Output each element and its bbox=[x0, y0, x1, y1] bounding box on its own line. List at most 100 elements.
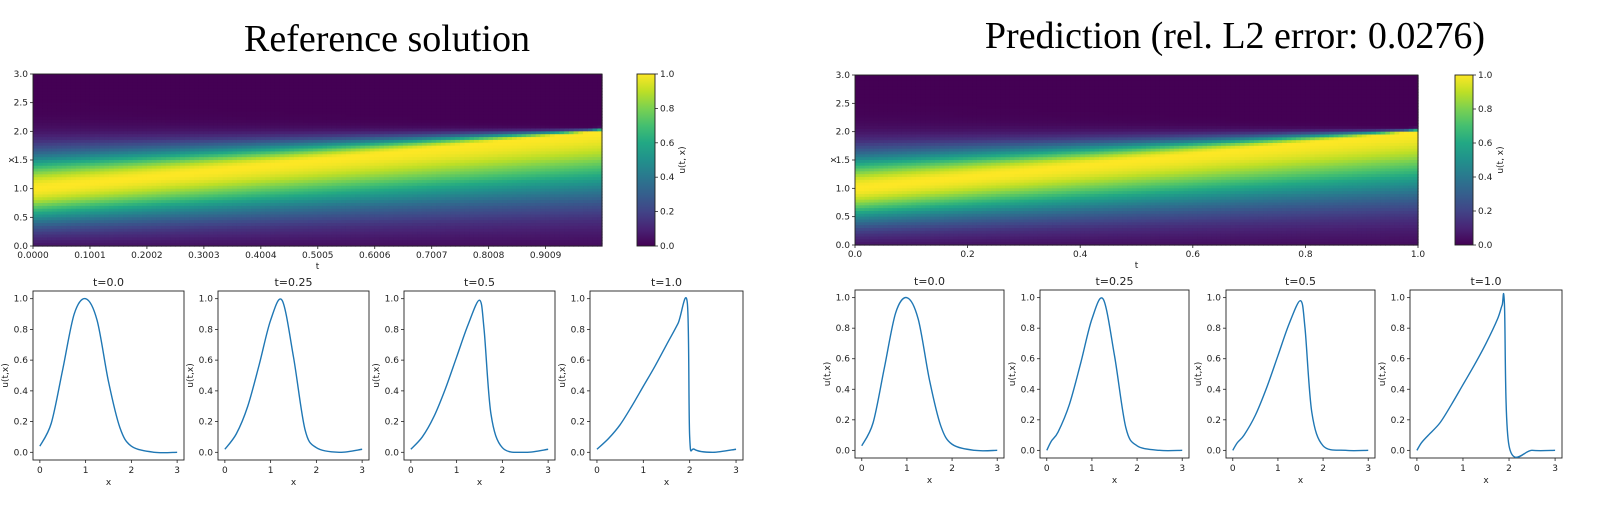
heatmap-cell bbox=[398, 228, 404, 233]
heatmap-cell bbox=[393, 148, 399, 152]
heatmap-cell bbox=[127, 91, 134, 95]
heatmap-cell bbox=[217, 96, 224, 101]
heatmap-cell bbox=[175, 160, 181, 164]
heatmap-cell bbox=[236, 139, 243, 144]
heatmap-cell bbox=[222, 191, 229, 195]
heatmap-cell bbox=[317, 165, 323, 170]
heatmap-cell bbox=[222, 91, 229, 95]
heatmap-cell bbox=[208, 211, 214, 216]
heatmap-cell bbox=[75, 228, 82, 233]
heatmap-cell bbox=[104, 114, 110, 118]
heatmap-cell bbox=[213, 76, 219, 81]
heatmap-cell bbox=[279, 228, 285, 233]
heatmap-cell bbox=[293, 91, 300, 95]
heatmap-cell bbox=[303, 188, 309, 193]
heatmap-cell bbox=[236, 228, 243, 233]
heatmap-cell bbox=[70, 231, 77, 236]
heatmap-cell bbox=[279, 96, 285, 101]
heatmap-cell bbox=[222, 122, 229, 127]
heatmap-cell bbox=[274, 96, 281, 101]
heatmap-cell bbox=[123, 154, 129, 158]
heatmap-cell bbox=[66, 125, 72, 130]
heatmap-cell bbox=[161, 240, 167, 244]
heatmap-cell bbox=[85, 117, 91, 121]
heatmap-cell bbox=[350, 88, 357, 92]
heatmap-cell bbox=[70, 102, 77, 107]
heatmap-cell bbox=[198, 200, 205, 204]
heatmap-cell bbox=[293, 114, 300, 118]
heatmap-cell bbox=[104, 208, 110, 213]
heatmap-cell bbox=[284, 82, 290, 87]
heatmap-cell bbox=[331, 211, 338, 216]
heatmap-cell bbox=[345, 174, 352, 178]
heatmap-cell bbox=[298, 157, 304, 161]
heatmap-cell bbox=[142, 211, 148, 216]
heatmap-cell bbox=[89, 102, 96, 107]
heatmap-cell bbox=[189, 237, 195, 241]
heatmap-cell bbox=[42, 220, 48, 224]
heatmap-cell bbox=[246, 234, 252, 238]
heatmap-cell bbox=[350, 108, 357, 112]
heatmap-cell bbox=[227, 182, 233, 187]
heatmap-cell bbox=[42, 205, 48, 210]
heatmap-cell bbox=[241, 154, 247, 158]
heatmap-cell bbox=[99, 117, 105, 121]
heatmap-cell bbox=[217, 231, 224, 236]
heatmap-cell bbox=[198, 180, 205, 184]
heatmap-cell bbox=[255, 194, 262, 198]
heatmap-cell bbox=[369, 122, 375, 127]
heatmap-cell bbox=[75, 203, 82, 207]
heatmap-cell bbox=[293, 171, 300, 175]
heatmap-cell bbox=[156, 182, 162, 187]
heatmap-cell bbox=[37, 200, 44, 204]
heatmap-cell bbox=[355, 142, 361, 147]
heatmap-cell bbox=[274, 231, 281, 236]
heatmap-cell bbox=[260, 131, 266, 135]
heatmap-cell bbox=[217, 174, 224, 178]
heatmap-cell bbox=[317, 154, 323, 158]
heatmap-cell bbox=[398, 96, 404, 101]
heatmap-cell bbox=[179, 220, 186, 224]
heatmap-cell bbox=[336, 194, 342, 198]
heatmap-cell bbox=[355, 200, 361, 204]
heatmap-cell bbox=[161, 208, 167, 213]
heatmap-cell bbox=[331, 160, 338, 164]
heatmap-cell bbox=[355, 88, 361, 92]
heatmap-cell bbox=[355, 185, 361, 190]
heatmap-cell bbox=[80, 148, 86, 152]
heatmap-cell bbox=[203, 180, 210, 184]
heatmap-cell bbox=[108, 82, 115, 87]
heatmap-cell bbox=[350, 154, 357, 158]
heatmap-cell bbox=[198, 191, 205, 195]
heatmap-cell bbox=[194, 134, 200, 138]
heatmap-cell bbox=[426, 91, 432, 95]
heatmap-cell bbox=[388, 194, 394, 198]
heatmap-cell bbox=[317, 142, 323, 147]
heatmap-cell bbox=[151, 139, 157, 144]
heatmap-cell bbox=[308, 91, 314, 95]
heatmap-cell bbox=[80, 243, 86, 247]
heatmap-cell bbox=[312, 217, 319, 221]
heatmap-cell bbox=[175, 134, 181, 138]
heatmap-cell bbox=[51, 165, 58, 170]
heatmap-cell bbox=[360, 214, 366, 218]
heatmap-cell bbox=[189, 88, 195, 92]
heatmap-cell bbox=[417, 194, 423, 198]
heatmap-cell bbox=[379, 154, 385, 158]
heatmap-cell bbox=[426, 74, 432, 78]
heatmap-cell bbox=[51, 111, 58, 115]
heatmap-cell bbox=[137, 128, 143, 132]
heatmap-cell bbox=[308, 168, 314, 173]
heatmap-cell bbox=[175, 139, 181, 144]
heatmap-cell bbox=[42, 142, 48, 147]
heatmap-cell bbox=[189, 203, 195, 207]
heatmap-cell bbox=[336, 137, 342, 141]
heatmap-cell bbox=[222, 208, 229, 213]
heatmap-cell bbox=[104, 240, 110, 244]
heatmap-cell bbox=[80, 105, 86, 109]
heatmap-cell bbox=[388, 185, 394, 190]
heatmap-cell bbox=[208, 162, 214, 167]
heatmap-cell bbox=[345, 117, 352, 121]
heatmap-cell bbox=[303, 223, 309, 227]
heatmap-cell bbox=[255, 191, 262, 195]
